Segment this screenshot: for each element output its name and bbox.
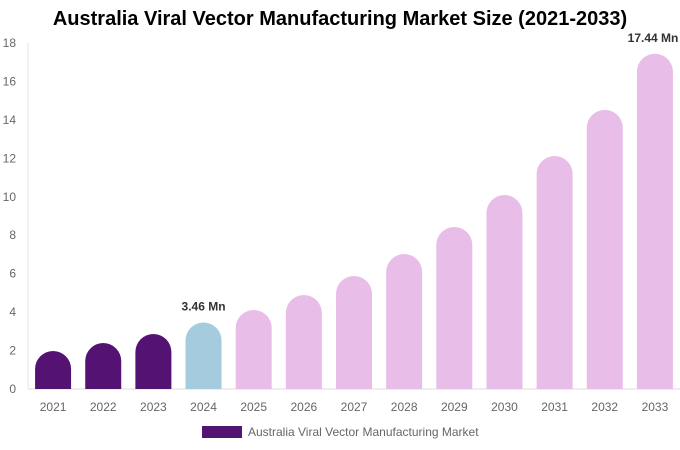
bar-2031: [536, 156, 573, 389]
data-label: 17.44 Mn: [628, 31, 679, 45]
y-tick-label: 12: [3, 151, 17, 165]
x-tick-label: 2031: [541, 400, 568, 414]
legend-swatch: [202, 426, 242, 438]
bar-2029: [436, 226, 473, 389]
x-tick-label: 2021: [40, 400, 67, 414]
bar-2021: [35, 350, 72, 389]
y-tick-label: 10: [3, 190, 17, 204]
y-tick-label: 14: [3, 113, 17, 127]
x-tick-label: 2025: [240, 400, 267, 414]
bar-2032: [586, 109, 623, 389]
bar-2028: [386, 254, 423, 389]
bar-2027: [336, 275, 372, 389]
bar-2023: [135, 334, 172, 389]
x-tick-label: 2029: [441, 400, 468, 414]
y-tick-label: 0: [9, 382, 16, 396]
y-tick-label: 2: [9, 344, 16, 358]
x-tick-label: 2032: [591, 400, 618, 414]
bar-2024: [185, 322, 222, 389]
y-tick-label: 4: [9, 305, 16, 319]
bar-2033: [636, 53, 673, 390]
legend[interactable]: Australia Viral Vector Manufacturing Mar…: [202, 425, 479, 439]
y-tick-label: 6: [9, 267, 16, 281]
x-tick-label: 2028: [391, 400, 418, 414]
y-tick-label: 8: [9, 228, 16, 242]
x-tick-label: 2023: [140, 400, 167, 414]
legend-label: Australia Viral Vector Manufacturing Mar…: [248, 425, 479, 439]
x-tick-label: 2022: [90, 400, 117, 414]
x-tick-label: 2027: [341, 400, 368, 414]
bar-2022: [85, 343, 122, 389]
y-tick-label: 18: [3, 36, 17, 50]
bar-2025: [235, 309, 272, 389]
x-tick-label: 2030: [491, 400, 518, 414]
data-label: 3.46 Mn: [182, 299, 226, 313]
x-tick-label: 2033: [642, 400, 669, 414]
bar-2026: [285, 295, 322, 389]
x-tick-label: 2026: [290, 400, 317, 414]
x-tick-label: 2024: [190, 400, 217, 414]
bar-2030: [486, 195, 523, 389]
y-tick-label: 16: [3, 74, 17, 88]
chart-title: Australia Viral Vector Manufacturing Mar…: [52, 8, 628, 30]
